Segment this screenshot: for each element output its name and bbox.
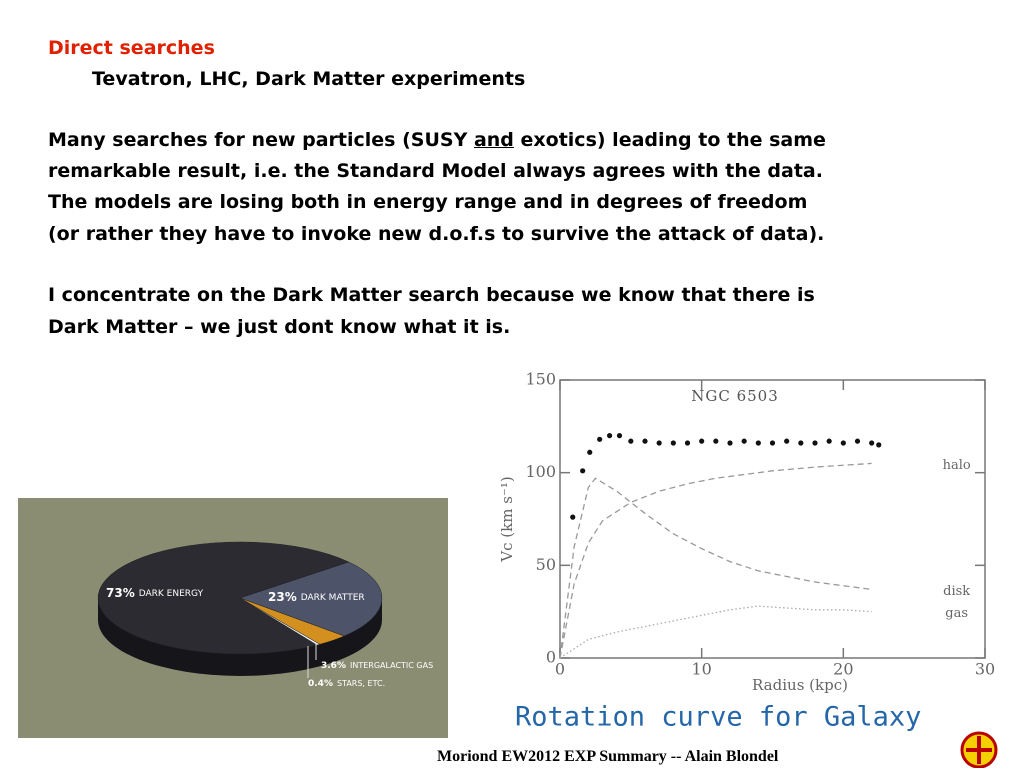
slice-label: 73% DARK ENERGY: [106, 586, 204, 600]
y-tick-label: 50: [536, 555, 556, 574]
text: Many searches for new particles (SUSY: [48, 129, 474, 151]
data-point: [876, 442, 882, 448]
data-point: [854, 438, 861, 444]
y-axis-label: Vc (km s⁻¹): [498, 476, 516, 562]
plot-frame: [559, 379, 986, 659]
data-point: [580, 468, 586, 474]
data-point: [597, 436, 603, 442]
series-label: gas: [945, 606, 968, 621]
subheading: Tevatron, LHC, Dark Matter experiments: [92, 68, 526, 90]
value-label: 3.6%: [321, 661, 346, 671]
y-tick-label: 0: [546, 648, 556, 667]
text-line: Many searches for new particles (SUSY an…: [48, 128, 826, 152]
text-line: I concentrate on the Dark Matter search …: [48, 284, 815, 306]
data-point: [727, 440, 733, 446]
pie-slice: [239, 597, 321, 646]
text-line: The models are losing both in energy ran…: [48, 191, 808, 213]
caption: Rotation curve for Galaxy: [515, 702, 921, 733]
x-tick-label: 10: [691, 660, 711, 679]
x-tick-label: 0: [555, 660, 565, 679]
text-line: remarkable result, i.e. the Standard Mod…: [48, 160, 823, 182]
pie-chart: 73% DARK ENERGY 23% DARK MATTER 3.6% INTERGAL…: [18, 498, 448, 738]
x-tick-label: 30: [975, 660, 995, 679]
data-point: [840, 440, 846, 446]
series-line: [559, 605, 872, 659]
data-point: [699, 438, 705, 444]
data-point: [798, 440, 804, 446]
data-point: [616, 433, 623, 439]
value-label: 73%: [106, 586, 135, 600]
y-tick-label: 100: [525, 462, 556, 481]
data-point: [713, 438, 719, 444]
pie-slice: [97, 541, 350, 655]
value-label: 0.4%: [308, 679, 333, 689]
text-line: Dark Matter – we just dont know what it …: [48, 316, 511, 338]
data-point: [869, 440, 875, 446]
category-label: STARS, ETC.: [337, 679, 385, 688]
category-label: INTERGALACTIC GAS: [350, 661, 433, 670]
series-label: halo: [943, 458, 971, 473]
data-point: [684, 440, 691, 446]
category-label: DARK MATTER: [301, 593, 365, 603]
logo: [960, 731, 998, 768]
text-line: (or rather they have to invoke new d.o.f…: [48, 223, 825, 245]
series-label: disk: [943, 584, 970, 599]
pie-slice: [239, 561, 383, 637]
data-point: [741, 438, 747, 444]
y-tick-label: 150: [525, 370, 556, 389]
slice-label: 23% DARK MATTER: [268, 590, 365, 604]
heading: Direct searches: [48, 37, 215, 59]
data-point: [570, 514, 576, 520]
category-label: DARK ENERGY: [139, 589, 204, 599]
data-point: [784, 438, 790, 444]
text: exotics) leading to the same: [513, 129, 826, 151]
data-point: [606, 433, 613, 439]
data-point: [812, 440, 818, 446]
footer-text: Moriond EW2012 EXP Summary -- Alain Blon…: [437, 748, 779, 765]
chart-title: NGC 6503: [691, 387, 779, 405]
data-point: [826, 438, 832, 444]
x-tick-label: 20: [833, 660, 853, 679]
data-point: [769, 440, 776, 446]
x-axis-label: Radius (kpc): [752, 676, 848, 694]
series-line: [559, 462, 872, 659]
data-point: [587, 449, 593, 455]
data-point: [755, 440, 761, 446]
line-chart: 0 50 100 150 0 10 20 30 NGC 6503 Radius (kpc) Vc (…: [498, 370, 995, 733]
data-point: [642, 438, 648, 444]
slice-label: 3.6% INTERGALACTIC GAS: [321, 661, 433, 671]
text: and: [473, 129, 514, 151]
value-label: 23%: [268, 590, 297, 604]
data-point: [656, 440, 662, 446]
data-point: [628, 438, 634, 444]
series-line: [559, 477, 872, 659]
slice-label: 0.4% STARS, ETC.: [308, 679, 385, 689]
data-point: [670, 440, 676, 446]
